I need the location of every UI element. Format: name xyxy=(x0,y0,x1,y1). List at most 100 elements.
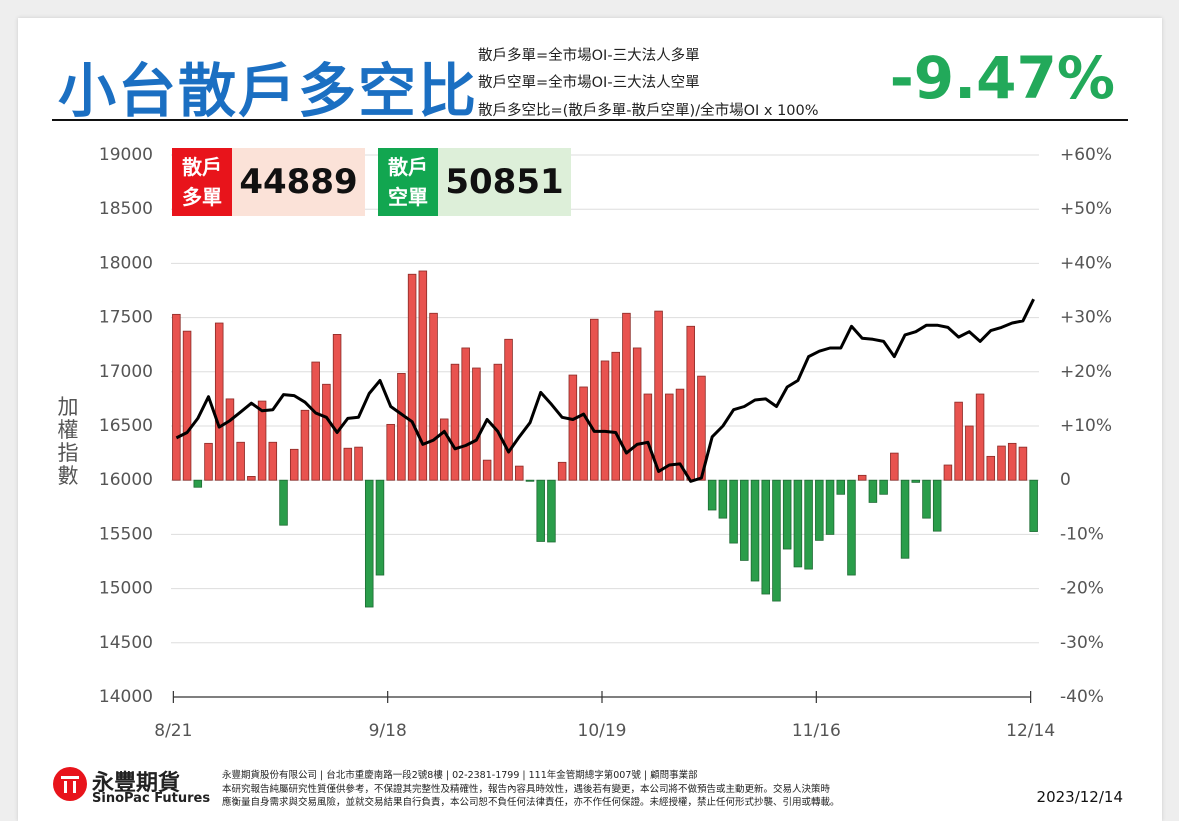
bar xyxy=(782,479,792,550)
bar xyxy=(268,441,278,481)
bar xyxy=(997,445,1006,481)
definition: 散戶多空比=(散戶多單-散戶空單)/全市場OI x 100% xyxy=(478,103,819,119)
bar xyxy=(622,312,631,481)
y2-tick-label: +40% xyxy=(1060,253,1112,273)
bar xyxy=(665,393,674,481)
bar xyxy=(750,479,760,582)
bar xyxy=(440,418,449,481)
bar xyxy=(815,479,824,541)
bar xyxy=(804,479,813,570)
bar xyxy=(407,273,417,481)
bar xyxy=(247,476,256,481)
bar xyxy=(943,464,953,481)
y2-tick-label: -30% xyxy=(1060,633,1104,653)
bar xyxy=(675,388,685,481)
bar xyxy=(718,479,728,519)
bar xyxy=(182,330,192,481)
y-tick-label: 15000 xyxy=(99,579,153,599)
bar xyxy=(643,393,653,481)
summary-label: 散戶空單 xyxy=(378,148,438,216)
y2-tick-label: -40% xyxy=(1060,687,1104,707)
y-tick-label: 14000 xyxy=(99,687,153,707)
bar xyxy=(632,347,642,481)
disclaimer: 本研究報告純屬研究性質僅供參考，不保證其完整性及精確性，報告內容具時效性，遇後若… xyxy=(222,784,831,795)
bar xyxy=(568,374,578,481)
y2-tick-label: +60% xyxy=(1060,145,1112,165)
bar xyxy=(836,479,846,495)
summary-value: 44889 xyxy=(232,148,365,216)
bar xyxy=(375,479,385,576)
bar xyxy=(1007,442,1017,481)
y2-tick-label: -10% xyxy=(1060,524,1104,544)
y-tick-label: 17500 xyxy=(99,308,153,328)
bar xyxy=(590,318,599,481)
bar xyxy=(697,375,706,481)
x-tick-label: 8/21 xyxy=(154,721,192,741)
bar xyxy=(236,441,245,481)
bar xyxy=(354,446,363,481)
y2-tick-label: +50% xyxy=(1060,199,1112,219)
bar xyxy=(857,474,867,481)
bar xyxy=(386,423,395,481)
bar xyxy=(429,312,438,481)
bar xyxy=(450,363,460,481)
y2-tick-label: +10% xyxy=(1060,416,1112,436)
bar xyxy=(418,270,428,481)
bar xyxy=(890,452,899,481)
y2-tick-label: +20% xyxy=(1060,362,1112,382)
bar xyxy=(611,351,620,481)
bar xyxy=(536,479,545,542)
definition: 散戶空單=全市場OI-三大法人空單 xyxy=(478,75,700,91)
y-tick-label: 17000 xyxy=(99,362,153,382)
x-tick-label: 10/19 xyxy=(578,721,627,741)
bar xyxy=(279,479,288,526)
bar xyxy=(172,313,181,481)
bar xyxy=(504,338,513,481)
disclaimer: 應衡量自身需求與交易風險，並就交易結果自行負責，本公司恕不負任何法律責任，亦不作… xyxy=(222,797,840,808)
bar xyxy=(825,479,835,535)
bar xyxy=(300,409,310,481)
header-rule xyxy=(52,119,1128,121)
summary-label: 散戶多單 xyxy=(172,148,232,216)
bar xyxy=(772,479,781,602)
bar xyxy=(461,347,470,481)
y-tick-label: 16000 xyxy=(99,470,153,490)
bar xyxy=(729,479,738,544)
bar xyxy=(707,479,717,511)
bar xyxy=(686,325,695,481)
headline-value: -9.47% xyxy=(889,44,1115,112)
y-tick-label: 16500 xyxy=(99,416,153,436)
y-tick-label: 15500 xyxy=(99,524,153,544)
logo-text: 永豐期貨 xyxy=(92,771,181,796)
x-tick-label: 9/18 xyxy=(369,721,407,741)
bar xyxy=(515,465,524,481)
bar xyxy=(654,310,663,481)
bar xyxy=(1018,446,1028,481)
bar xyxy=(932,479,942,532)
logo-text: SinoPac Futures xyxy=(92,791,211,806)
bar xyxy=(911,479,921,483)
y-tick-label: 19000 xyxy=(99,145,153,165)
bar xyxy=(214,322,224,481)
bar xyxy=(965,425,974,481)
index-line xyxy=(175,298,1035,483)
y-tick-label: 18000 xyxy=(99,253,153,273)
x-tick-label: 12/14 xyxy=(1006,721,1055,741)
bar xyxy=(579,386,588,481)
bar xyxy=(525,479,535,482)
bar xyxy=(868,479,878,503)
bar xyxy=(397,373,406,481)
bar xyxy=(986,455,996,481)
bar xyxy=(289,448,299,481)
bar xyxy=(311,361,320,481)
bar xyxy=(975,393,985,481)
bar xyxy=(204,442,213,481)
bar xyxy=(1029,479,1038,532)
bar xyxy=(847,479,856,576)
y2-tick-label: 0 xyxy=(1060,470,1071,490)
bar xyxy=(900,479,910,559)
bar xyxy=(493,363,503,481)
date: 2023/12/14 xyxy=(1036,788,1123,806)
